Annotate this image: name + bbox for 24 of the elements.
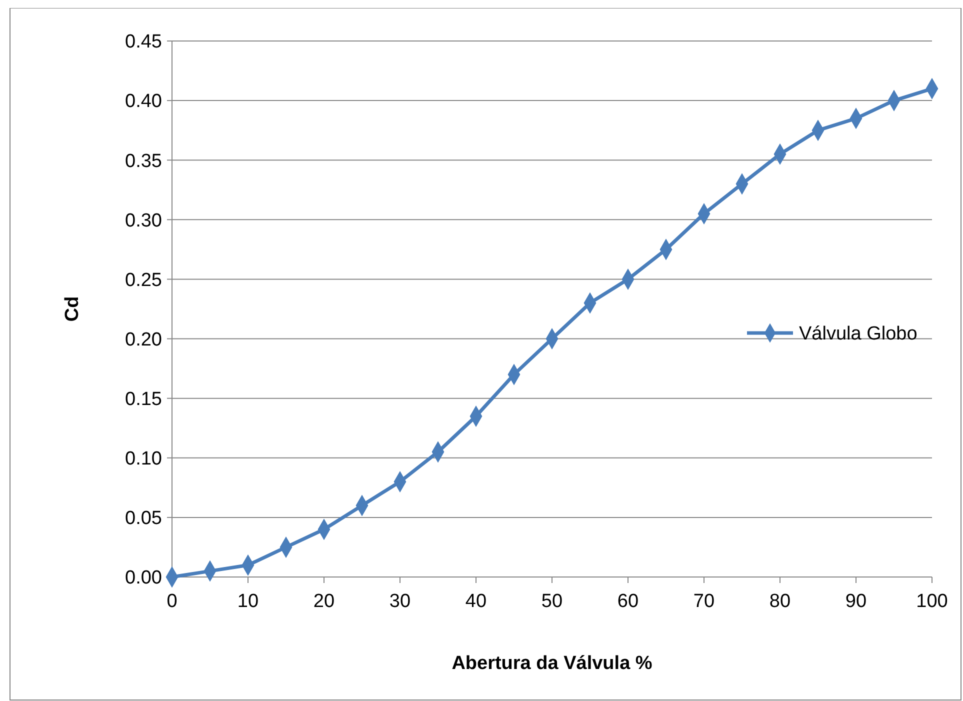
x-tick-label: 50: [541, 591, 563, 612]
x-tick-label: 90: [845, 591, 867, 612]
y-tick-label: 0.00: [125, 568, 162, 589]
x-tick-label: 60: [617, 591, 639, 612]
y-tick-label: 0.30: [125, 210, 162, 232]
y-tick-label: 0.05: [125, 508, 162, 530]
x-tick-label: 20: [313, 591, 335, 612]
y-tick-label: 0.10: [125, 448, 162, 470]
x-tick-label: 0: [166, 591, 178, 612]
y-axis-title: Cd: [62, 296, 83, 322]
x-tick-label: 80: [769, 591, 791, 612]
x-tick-label: 100: [916, 591, 948, 612]
x-tick-label: 10: [237, 591, 259, 612]
y-tick-label: 0.40: [125, 91, 162, 112]
x-axis-title: Abertura da Válvula %: [452, 653, 652, 674]
x-tick-label: 40: [465, 591, 487, 612]
y-tick-label: 0.35: [125, 150, 162, 172]
x-tick-label: 70: [693, 591, 715, 612]
x-tick-label: 30: [389, 591, 411, 612]
y-tick-label: 0.45: [125, 32, 162, 53]
legend-label: Válvula Globo: [799, 324, 918, 345]
y-tick-label: 0.25: [125, 270, 162, 291]
y-tick-label: 0.15: [125, 388, 162, 410]
y-tick-label: 0.20: [125, 329, 162, 350]
